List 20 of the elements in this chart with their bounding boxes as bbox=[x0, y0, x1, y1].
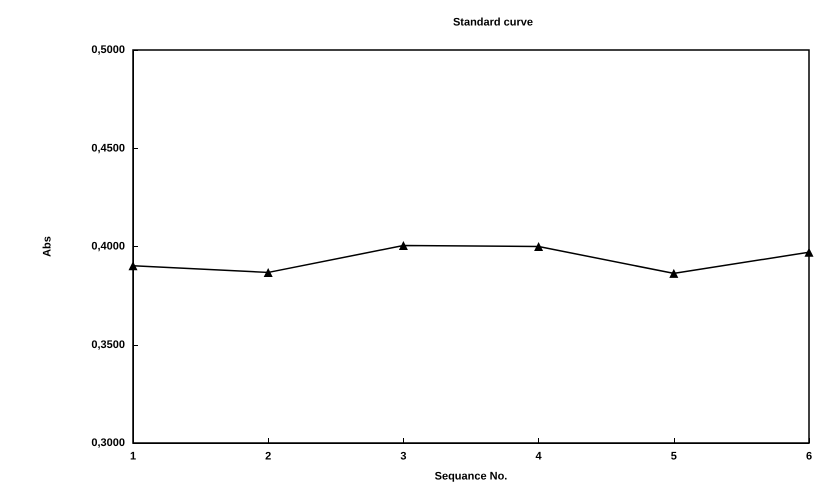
x-tick-label: 1 bbox=[130, 450, 136, 462]
y-tick-label: 0,5000 bbox=[91, 44, 125, 56]
y-tick-label: 0,4000 bbox=[91, 240, 125, 252]
x-tick-label: 2 bbox=[265, 450, 272, 462]
x-tick-label: 5 bbox=[670, 450, 677, 462]
x-tick-label: 3 bbox=[400, 450, 406, 462]
y-tick-label: 0,4500 bbox=[91, 142, 125, 154]
x-tick-label: 4 bbox=[536, 450, 543, 462]
y-tick-label: 0,3500 bbox=[91, 338, 125, 351]
y-tick-label: 0,3000 bbox=[91, 437, 125, 449]
chart-title: Standard curve bbox=[452, 16, 534, 28]
x-axis-title: Sequance No. bbox=[434, 470, 508, 482]
point bbox=[669, 268, 678, 278]
point bbox=[128, 261, 138, 270]
y-axis-title: Abs bbox=[42, 236, 54, 257]
x-tick-label: 6 bbox=[806, 450, 812, 462]
point bbox=[398, 241, 408, 250]
point bbox=[804, 248, 814, 257]
point bbox=[534, 242, 544, 251]
point bbox=[264, 268, 273, 277]
